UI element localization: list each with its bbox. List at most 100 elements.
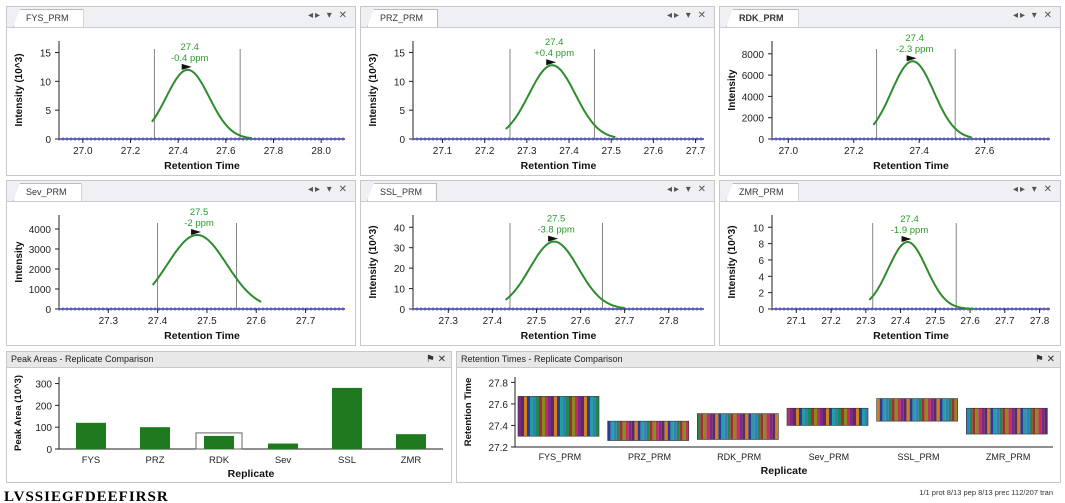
rt-stripe xyxy=(539,396,542,437)
tab-sev-prm[interactable]: Sev_PRM xyxy=(13,183,82,201)
tab-bar: ZMR_PRM ◂▸ ▾ ✕ xyxy=(720,181,1060,202)
y-tick-label: 27.2 xyxy=(489,443,509,454)
peak-ppm-label: -1.9 ppm xyxy=(891,225,929,236)
pin-icon[interactable]: ⚑ xyxy=(1034,354,1044,365)
chromatogram-plot[interactable]: 0 2 4 6 8 10 27.1 27.2 27.3 27.4 27.5 27.6 27.7 27.8 R… xyxy=(720,201,1061,346)
rt-stripe xyxy=(811,408,814,426)
rt-stripe xyxy=(551,396,554,437)
prev-icon[interactable]: ◂ xyxy=(666,10,674,21)
x-tick-label: 27.4 xyxy=(559,146,579,157)
next-icon[interactable]: ▸ xyxy=(1019,184,1028,195)
rt-stripe xyxy=(847,408,850,426)
chromatogram-plot[interactable]: 0 5 10 15 27.1 27.2 27.3 27.4 27.5 27.6 27.7 Retent… xyxy=(361,27,715,176)
x-tick-label: 27.8 xyxy=(1030,316,1050,327)
tab-controls: ◂▸ ▾ ✕ xyxy=(1013,184,1054,195)
rt-range-outline xyxy=(876,398,958,422)
tab-controls: ◂▸ ▾ ✕ xyxy=(667,10,708,21)
rt-stripe xyxy=(829,408,832,426)
rt-stripe xyxy=(566,396,569,437)
rt-stripe xyxy=(832,408,835,426)
y-tick-label: 15 xyxy=(394,49,406,60)
peak-areas-chart[interactable]: 0 100 200 300 FYS PRZ RDK Sev SSL ZMR Replicate Pea… xyxy=(7,367,452,483)
rt-stripe xyxy=(1020,408,1024,435)
tab-zmr-prm[interactable]: ZMR_PRM xyxy=(726,183,799,201)
prev-icon[interactable]: ◂ xyxy=(307,184,315,195)
prev-icon[interactable]: ◂ xyxy=(1012,184,1020,195)
tab-ssl-prm[interactable]: SSL_PRM xyxy=(367,183,438,201)
next-icon[interactable]: ▸ xyxy=(673,10,682,21)
rt-stripe xyxy=(616,421,620,441)
menu-icon[interactable]: ▾ xyxy=(685,10,693,21)
apex-marker-icon xyxy=(191,229,202,235)
rt-stripe xyxy=(954,398,958,422)
pane-title: Peak Areas - Replicate Comparison ⚑ ✕ xyxy=(7,352,451,368)
x-tick-label: 27.4 xyxy=(483,316,503,327)
pin-icon[interactable]: ⚑ xyxy=(425,354,435,365)
close-icon[interactable]: ✕ xyxy=(338,10,349,21)
peak-ppm-label: -0.4 ppm xyxy=(171,53,209,64)
x-axis-label: Retention Time xyxy=(521,160,597,172)
rt-stripe xyxy=(542,396,545,437)
close-icon[interactable]: ✕ xyxy=(1043,10,1054,21)
next-icon[interactable]: ▸ xyxy=(673,184,682,195)
y-axis-label: Peak Area (10^3) xyxy=(13,375,24,451)
rt-stripe xyxy=(808,408,811,426)
menu-icon[interactable]: ▾ xyxy=(1031,184,1039,195)
x-axis-label: Retention Time xyxy=(521,330,597,342)
next-icon[interactable]: ▸ xyxy=(314,184,323,195)
close-icon[interactable]: ✕ xyxy=(697,184,708,195)
peak-rt-label: 27.5 xyxy=(190,207,209,218)
prev-icon[interactable]: ◂ xyxy=(1012,10,1020,21)
close-icon[interactable]: ✕ xyxy=(1043,184,1054,195)
x-axis-label: Replicate xyxy=(228,468,275,480)
tab-rdk-prm[interactable]: RDK_PRM xyxy=(726,9,799,27)
chromatogram-plot[interactable]: 0 2000 4000 6000 8000 27.0 27.2 27.4 27.6 Retenti… xyxy=(720,27,1061,176)
close-icon[interactable]: ✕ xyxy=(338,184,349,195)
chromatogram-plot[interactable]: 0 5 10 15 27.0 27.2 27.4 27.6 27.8 28.0 Retention … xyxy=(7,27,356,176)
next-icon[interactable]: ▸ xyxy=(314,10,323,21)
menu-icon[interactable]: ▾ xyxy=(685,184,693,195)
rt-stripe xyxy=(628,421,632,441)
chromatogram-plot[interactable]: 0 1000 2000 3000 4000 27.3 27.4 27.5 27.6 27.7 Ret… xyxy=(7,201,356,346)
rt-stripe xyxy=(859,408,862,426)
tab-fys-prm[interactable]: FYS_PRM xyxy=(13,9,84,27)
tab-prz-prm[interactable]: PRZ_PRM xyxy=(367,9,439,27)
rt-stripe xyxy=(879,398,883,422)
rt-range-outline xyxy=(966,407,1048,435)
rt-stripe xyxy=(596,396,599,437)
y-tick-label: 27.6 xyxy=(489,400,509,411)
rt-stripe xyxy=(865,408,868,426)
rt-stripe xyxy=(739,413,743,440)
rt-stripe xyxy=(888,398,892,422)
rt-stripe xyxy=(930,398,934,422)
rt-stripe xyxy=(909,398,913,422)
close-icon[interactable]: ✕ xyxy=(1046,354,1055,365)
x-tick-label: 27.6 xyxy=(571,316,591,327)
menu-icon[interactable]: ▾ xyxy=(326,10,334,21)
x-tick-label: Sev xyxy=(275,455,292,466)
close-icon[interactable]: ✕ xyxy=(437,354,446,365)
retention-times-chart[interactable]: 27.2 27.4 27.6 27.8 FYS_PRM PRZ_PRM RDK_PRM Sev… xyxy=(457,367,1061,483)
prev-icon[interactable]: ◂ xyxy=(666,184,674,195)
rt-stripe xyxy=(709,413,713,440)
x-tick-label: 27.6 xyxy=(216,146,236,157)
rt-stripe xyxy=(805,408,808,426)
next-icon[interactable]: ▸ xyxy=(1019,10,1028,21)
tab-controls: ◂▸ ▾ ✕ xyxy=(1013,10,1054,21)
rt-stripe xyxy=(590,396,593,437)
menu-icon[interactable]: ▾ xyxy=(1031,10,1039,21)
rt-stripe xyxy=(736,413,740,440)
close-icon[interactable]: ✕ xyxy=(697,10,708,21)
apex-marker-icon xyxy=(546,59,557,66)
x-tick-label: PRZ xyxy=(146,455,165,466)
rt-stripe xyxy=(760,413,764,440)
peak-curve xyxy=(151,68,253,140)
menu-icon[interactable]: ▾ xyxy=(326,184,334,195)
rt-stripe xyxy=(793,408,796,426)
rt-stripe xyxy=(823,408,826,426)
prev-icon[interactable]: ◂ xyxy=(307,10,315,21)
rt-stripe xyxy=(853,408,856,426)
chromatogram-plot[interactable]: 0 10 20 30 40 27.3 27.4 27.5 27.6 27.7 27.8 Retenti… xyxy=(361,201,715,346)
y-tick-label: 200 xyxy=(35,401,52,412)
rt-stripe xyxy=(745,413,749,440)
